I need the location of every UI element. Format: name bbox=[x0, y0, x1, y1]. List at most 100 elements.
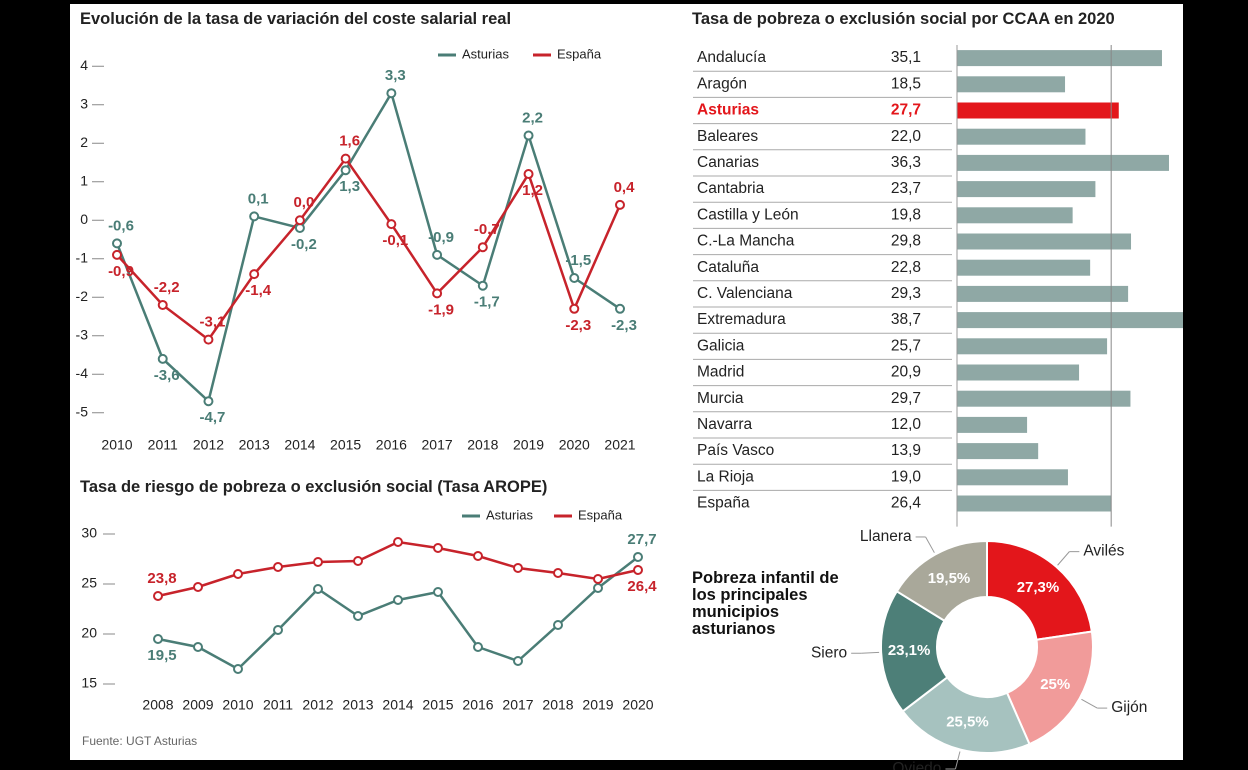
point bbox=[473, 642, 483, 652]
x-tick-label: 2014 bbox=[382, 697, 413, 713]
x-tick-label: 2017 bbox=[422, 437, 453, 453]
data-label: -0,2 bbox=[291, 236, 317, 253]
point bbox=[273, 625, 283, 635]
slice-name: Llanera bbox=[860, 528, 912, 545]
y-tick-label: 15 bbox=[81, 675, 97, 691]
bar bbox=[957, 390, 1131, 407]
category-label: La Rioja bbox=[697, 468, 754, 485]
value-label: 22,8 bbox=[891, 259, 921, 276]
point bbox=[553, 568, 563, 578]
data-label: 0,1 bbox=[248, 190, 269, 207]
data-label: -0,9 bbox=[108, 263, 134, 280]
point bbox=[432, 249, 443, 260]
category-label: Castilla y León bbox=[697, 206, 799, 223]
x-tick-label: 2020 bbox=[559, 437, 590, 453]
data-label: -0,7 bbox=[474, 221, 500, 238]
chart-title: Pobreza infantil de los principales muni… bbox=[692, 569, 839, 638]
x-tick-label: 2011 bbox=[263, 697, 293, 713]
point bbox=[513, 563, 523, 573]
x-tick-label: 2014 bbox=[284, 437, 315, 453]
data-label: 1,6 bbox=[339, 133, 360, 150]
chart-title: Evolución de la tasa de variación del co… bbox=[80, 10, 511, 28]
category-label: Murcia bbox=[697, 390, 744, 407]
point bbox=[633, 565, 643, 575]
data-label: 1,3 bbox=[339, 178, 360, 195]
slice-label: 23,1% bbox=[888, 642, 931, 659]
point bbox=[593, 583, 603, 593]
point bbox=[386, 219, 397, 230]
bar bbox=[957, 76, 1066, 93]
value-label: 29,3 bbox=[891, 285, 921, 302]
y-tick-label: 4 bbox=[80, 57, 88, 73]
point bbox=[386, 88, 397, 99]
x-tick-label: 2016 bbox=[376, 437, 407, 453]
x-tick-label: 2018 bbox=[467, 437, 498, 453]
point bbox=[249, 211, 260, 222]
legend-label: Asturias bbox=[462, 46, 509, 61]
point bbox=[393, 595, 403, 605]
category-label: Asturias bbox=[697, 102, 759, 119]
y-tick-label: -4 bbox=[76, 365, 89, 381]
data-label: -3,6 bbox=[154, 367, 180, 384]
x-tick-label: 2016 bbox=[462, 697, 493, 713]
data-label: 0,0 bbox=[293, 194, 314, 211]
y-tick-label: 20 bbox=[81, 625, 97, 641]
y-tick-label: 2 bbox=[80, 134, 88, 150]
point bbox=[477, 280, 488, 291]
point bbox=[569, 303, 580, 314]
x-tick-label: 2021 bbox=[604, 437, 635, 453]
data-label: -1,9 bbox=[428, 301, 454, 318]
point bbox=[393, 537, 403, 547]
point bbox=[340, 165, 351, 176]
value-label: 19,0 bbox=[891, 468, 922, 485]
bar bbox=[957, 207, 1073, 224]
leader-line bbox=[861, 651, 880, 654]
leader-line bbox=[954, 751, 961, 770]
data-label: 3,3 bbox=[385, 67, 406, 84]
slice-name: Avilés bbox=[1083, 543, 1124, 560]
point bbox=[193, 642, 203, 652]
point bbox=[112, 238, 122, 249]
data-label: 23,8 bbox=[147, 570, 176, 587]
x-tick-label: 2008 bbox=[142, 697, 173, 713]
y-tick-label: -1 bbox=[76, 249, 89, 265]
y-tick-label: -2 bbox=[76, 288, 89, 304]
point bbox=[353, 556, 363, 566]
category-label: Andalucía bbox=[697, 49, 766, 66]
x-tick-label: 2015 bbox=[330, 437, 361, 453]
data-label: -0,9 bbox=[428, 229, 454, 246]
x-tick-label: 2019 bbox=[513, 437, 544, 453]
source: Fuente: UGT Asturias bbox=[82, 734, 197, 748]
data-label: 26,4 bbox=[627, 578, 657, 595]
slice-label: 25,5% bbox=[946, 713, 989, 730]
value-label: 20,9 bbox=[891, 364, 921, 381]
leader-line bbox=[1057, 551, 1070, 566]
y-tick-label: 30 bbox=[81, 525, 97, 541]
value-label: 26,4 bbox=[891, 495, 922, 512]
point bbox=[432, 288, 443, 299]
point bbox=[433, 587, 443, 597]
y-tick-label: 1 bbox=[80, 172, 88, 188]
data-label: 19,5 bbox=[147, 647, 176, 664]
point bbox=[157, 353, 168, 364]
point bbox=[553, 620, 563, 630]
data-label: -2,3 bbox=[611, 317, 637, 334]
legend-label: Asturias bbox=[486, 507, 533, 522]
value-label: 36,3 bbox=[891, 154, 921, 171]
value-label: 23,7 bbox=[891, 180, 921, 197]
point bbox=[615, 199, 625, 210]
point bbox=[294, 215, 305, 226]
x-tick-label: 2018 bbox=[542, 697, 573, 713]
category-label: Madrid bbox=[697, 364, 744, 381]
slice-label: 19,5% bbox=[928, 570, 971, 587]
y-tick-label: -3 bbox=[76, 326, 89, 342]
data-label: 2,2 bbox=[522, 110, 543, 127]
point bbox=[313, 584, 323, 594]
data-label: -3,1 bbox=[200, 314, 226, 331]
point bbox=[473, 551, 483, 561]
data-label: -1,5 bbox=[565, 252, 591, 269]
bar bbox=[957, 102, 1119, 119]
point bbox=[233, 569, 243, 579]
point bbox=[153, 591, 163, 601]
